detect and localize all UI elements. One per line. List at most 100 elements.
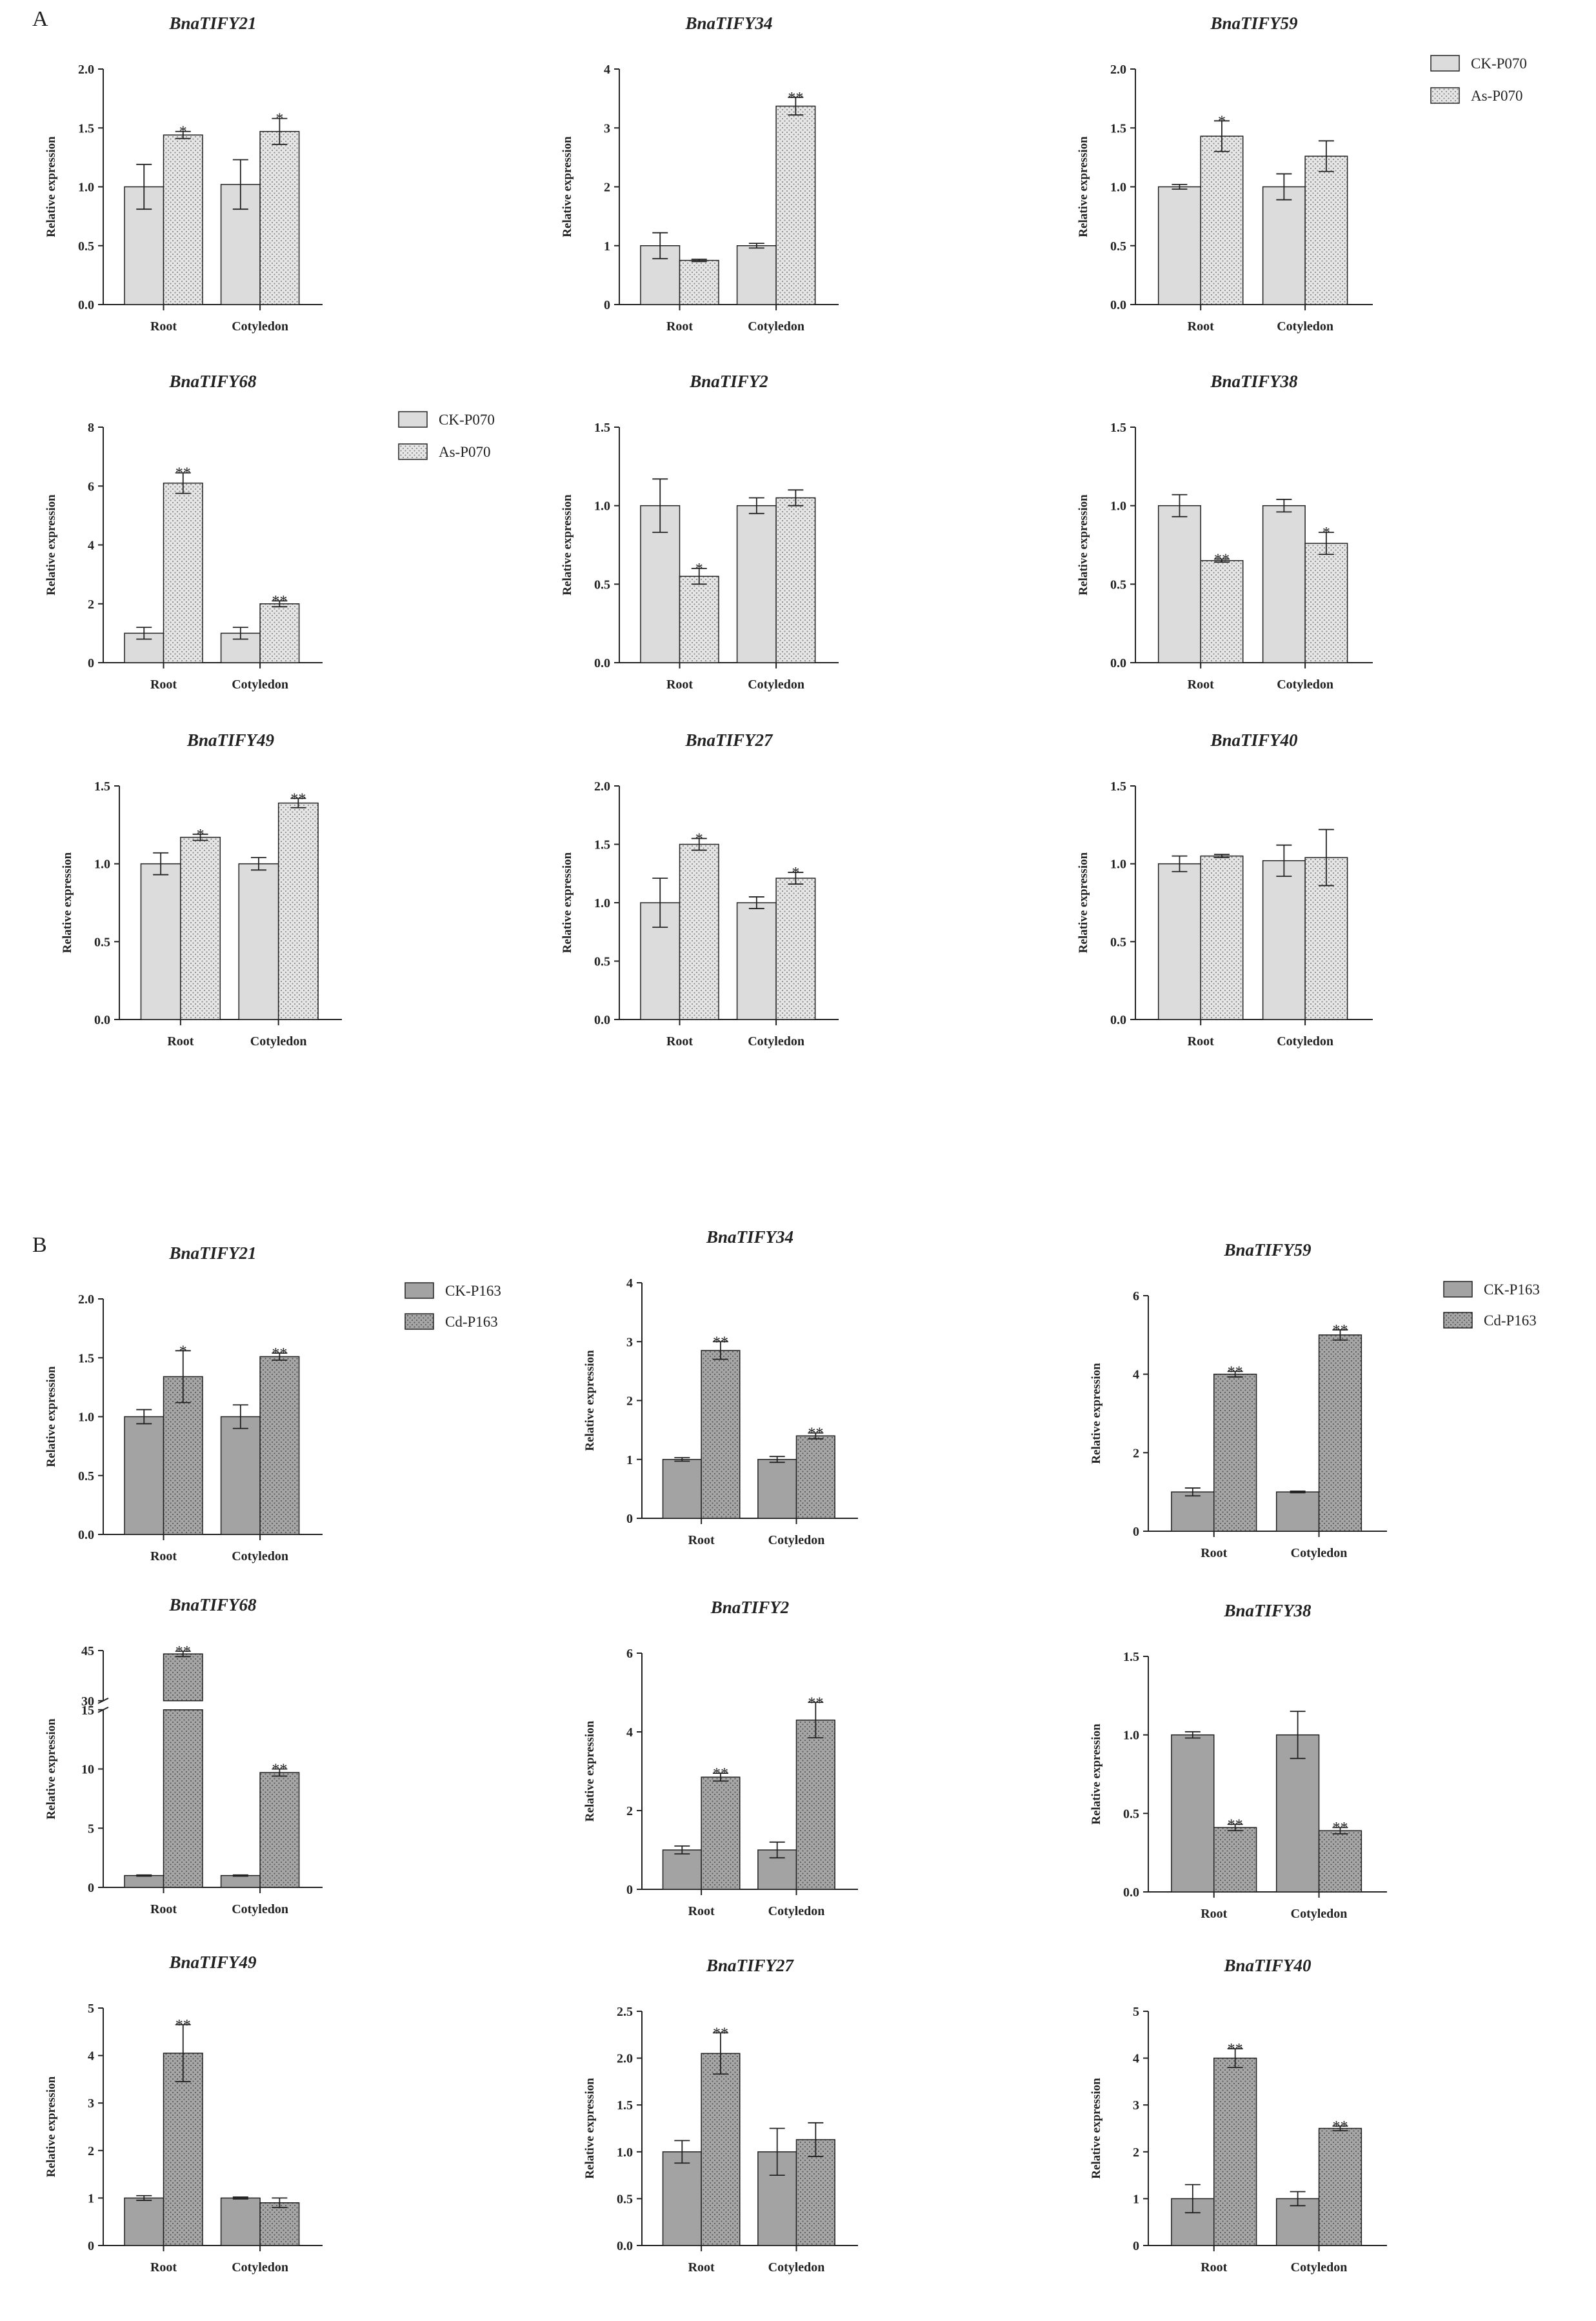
chart-title: BnaTIFY27 — [706, 1956, 795, 1975]
y-tick-label: 0.5 — [1110, 935, 1126, 949]
y-tick-label: 1.0 — [1110, 499, 1126, 514]
chart-bnatify49-a: BnaTIFY49 Relative expression 0.0 0.5 1.0 1.5… — [61, 730, 342, 1049]
chart-bnatify27-b: BnaTIFY27 Relative expression 0.0 0.5 1.0 1.5… — [583, 1956, 858, 2275]
chart-title: BnaTIFY2 — [710, 1598, 790, 1617]
y-axis-label: Relative expression — [45, 1366, 58, 1467]
bar-ck-p070-cotyledon — [1262, 860, 1306, 1020]
y-tick-label: 5 — [88, 1822, 94, 1836]
y-axis-label: Relative expression — [45, 136, 58, 237]
y-tick-label: 0.5 — [1110, 578, 1126, 592]
bar-as-p070-cotyledon — [775, 878, 816, 1020]
x-tick-label: Root — [150, 2260, 177, 2275]
y-tick-label: 1.0 — [594, 896, 610, 910]
chart-bnatify38-a: BnaTIFY38 Relative expression 0.0 0.5 1.0 1.5… — [1077, 372, 1373, 692]
bar-as-p070-cotyledon — [259, 603, 300, 663]
y-tick-label: 0.5 — [94, 935, 110, 949]
legend-swatch-control — [398, 411, 428, 428]
chart-bnatify59-b: BnaTIFY59 Relative expression 0 2 4 6 Root ** Co… — [1090, 1240, 1387, 1560]
y-tick-label: 0.0 — [617, 2239, 633, 2253]
chart-title: BnaTIFY40 — [1223, 1956, 1312, 1975]
y-tick-label: 5 — [88, 2002, 94, 2016]
y-tick-label: 0.5 — [1110, 239, 1126, 254]
bar-as-p070-root — [679, 843, 719, 1020]
y-tick-label: 0 — [626, 1883, 633, 1897]
significance-label: ** — [1228, 2041, 1243, 2058]
y-axis-label: Relative expression — [45, 494, 58, 596]
y-tick-label: 0.5 — [617, 2192, 633, 2206]
y-axis-label: Relative expression — [1090, 1363, 1103, 1464]
bar-ck-p070-cotyledon — [1262, 186, 1306, 305]
y-tick-label: 0.0 — [1110, 298, 1126, 312]
bar-cd-p163-root — [1213, 2057, 1257, 2246]
bar-ck-p070-root — [1157, 186, 1201, 305]
bar-cd-p163-root-upper — [163, 1653, 203, 1702]
x-tick-label: Cotyledon — [768, 2260, 825, 2275]
significance-label: ** — [713, 1765, 728, 1782]
y-axis-label: Relative expression — [583, 1720, 597, 1822]
bar-cd-p163-cotyledon — [795, 1719, 835, 1890]
y-tick-label: 0 — [604, 298, 610, 312]
x-tick-label: Root — [167, 1034, 194, 1049]
significance-label: * — [792, 865, 799, 881]
significance-label: * — [1218, 113, 1226, 130]
bar-cd-p163-cotyledon — [259, 1772, 300, 1888]
y-tick-label: 1.5 — [594, 838, 610, 852]
legend-swatch-treated — [1430, 87, 1460, 104]
legend-label-treated: As-P070 — [1471, 88, 1523, 104]
x-tick-label: Root — [1188, 678, 1214, 692]
y-tick-label: 4 — [1133, 2052, 1139, 2066]
y-tick-label: 0 — [88, 1881, 94, 1895]
y-tick-label: 1.5 — [1110, 779, 1126, 794]
y-tick-label: 0 — [626, 1512, 633, 1526]
y-tick-label: 1.0 — [617, 2145, 633, 2160]
y-tick-label: 2.0 — [594, 779, 610, 794]
significance-label: ** — [1228, 1816, 1243, 1833]
y-tick-label: 1.5 — [1110, 421, 1126, 435]
y-tick-label: 3 — [604, 121, 610, 136]
y-tick-label: 1.0 — [94, 858, 110, 872]
y-tick-label: 2.0 — [1110, 63, 1126, 77]
y-axis-label: Relative expression — [1090, 1723, 1103, 1825]
legend-swatch-control — [1430, 55, 1460, 72]
bar-ck-p163-root — [124, 2197, 165, 2246]
bar-ck-p070-root — [1157, 863, 1201, 1020]
x-tick-label: Root — [1201, 1907, 1227, 1921]
y-tick-label: 4 — [88, 2049, 94, 2064]
x-tick-label: Cotyledon — [748, 678, 804, 692]
significance-label: * — [179, 124, 187, 141]
bar-ck-p163-cotyledon — [757, 1459, 797, 1519]
chart-title: BnaTIFY49 — [186, 730, 275, 750]
bar-as-p070-cotyledon — [775, 497, 816, 663]
y-tick-label: 0.5 — [78, 1469, 94, 1483]
y-tick-label: 4 — [626, 1725, 633, 1740]
y-axis-label: Relative expression — [45, 2076, 58, 2177]
bar-as-p070-cotyledon — [775, 105, 816, 305]
y-tick-label: 4 — [626, 1276, 633, 1291]
x-tick-label: Root — [150, 1549, 177, 1563]
legend-label-treated: Cd-P163 — [445, 1314, 498, 1330]
y-tick-label: 6 — [626, 1647, 633, 1661]
bar-ck-p070-cotyledon — [736, 902, 777, 1020]
x-tick-label: Cotyledon — [748, 1034, 804, 1049]
bar-ck-p163-cotyledon — [220, 1416, 261, 1535]
legend-b-right: CK-P163 Cd-P163 — [1443, 1281, 1540, 1329]
chart-bnatify2-b: BnaTIFY2 Relative expression 0 2 4 6 Root ** Cot… — [583, 1598, 858, 1918]
y-tick-label: 0.0 — [1110, 656, 1126, 670]
bar-as-p070-root — [1200, 855, 1244, 1020]
y-tick-label: 3 — [88, 2096, 94, 2111]
bar-ck-p163-cotyledon — [1275, 2198, 1320, 2246]
x-tick-label: Root — [150, 1902, 177, 1916]
y-axis-label: Relative expression — [561, 136, 574, 237]
y-tick-label: 2.0 — [617, 2052, 633, 2066]
y-axis-label: Relative expression — [1077, 852, 1090, 953]
y-tick-label: 30 — [81, 1694, 94, 1709]
bar-ck-p070-cotyledon — [736, 505, 777, 663]
y-tick-label: 1 — [604, 239, 610, 254]
bar-cd-p163-cotyledon — [1318, 1334, 1362, 1532]
y-tick-label: 1 — [1133, 2192, 1139, 2206]
y-tick-label: 5 — [1133, 2005, 1139, 2019]
y-tick-label: 0.0 — [594, 1013, 610, 1027]
chart-title: BnaTIFY40 — [1210, 730, 1298, 750]
x-tick-label: Root — [1188, 319, 1214, 334]
